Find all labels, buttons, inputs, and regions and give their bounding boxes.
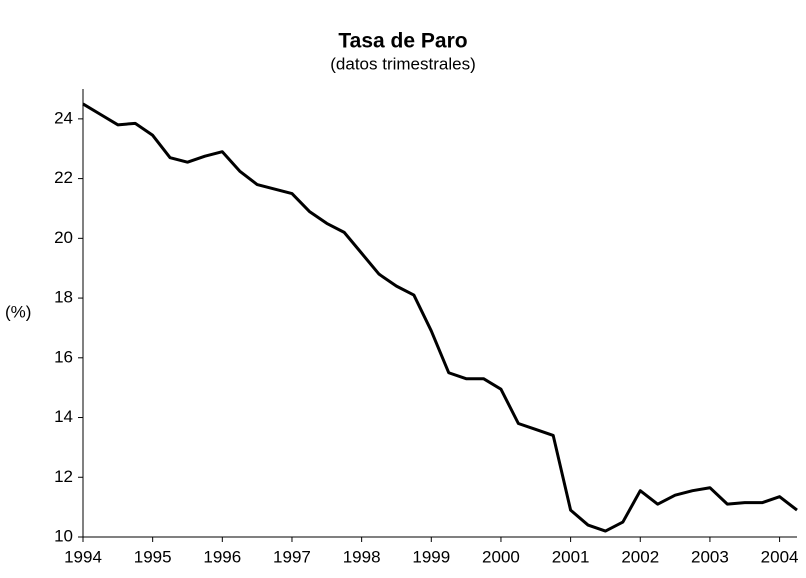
line [82,102,798,533]
y-axis-label: (%) [5,302,31,321]
y-tick-label: 16 [54,347,73,366]
x-tick-label: 1998 [343,547,381,566]
y-tick-label: 12 [54,467,73,486]
x-tick-label: 2004 [761,547,799,566]
x-tick-label: 2003 [691,547,729,566]
y-tick-label: 22 [54,168,73,187]
x-tick-label: 2002 [621,547,659,566]
x-tick-label: 2000 [482,547,520,566]
x-tick-label: 1994 [64,547,102,566]
y-tick-label: 18 [54,288,73,307]
chart-subtitle: (datos trimestrales) [330,54,475,73]
y-tick-label: 20 [54,228,73,247]
x-tick-label: 1999 [412,547,450,566]
x-tick-label: 1996 [203,547,241,566]
x-tick-label: 1997 [273,547,311,566]
y-tick-label: 14 [54,407,73,426]
x-tick-label: 2001 [552,547,590,566]
chart-title: Tasa de Paro [338,30,467,53]
y-tick-label: 10 [54,526,73,545]
y-tick-label: 24 [54,108,73,127]
x-tick-label: 1995 [134,547,172,566]
